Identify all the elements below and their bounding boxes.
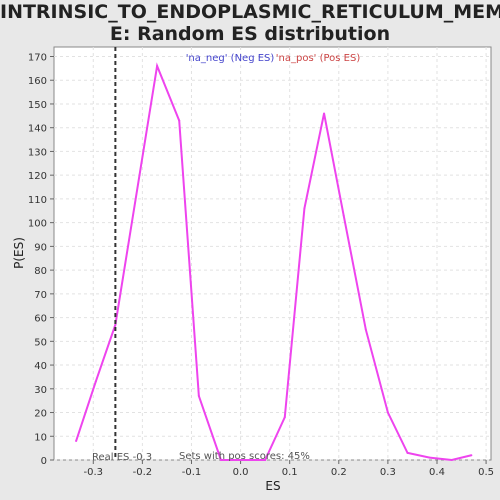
y-tick-label: 160	[28, 76, 47, 87]
data-point	[197, 394, 200, 397]
y-axis: 0 10 20 30 40 50 60 70 80 90 100 110 120 130 140 150 160…	[28, 52, 54, 467]
x-tick-label: 0.1	[282, 467, 298, 478]
data-point	[406, 451, 409, 454]
x-tick-label: -0.3	[84, 467, 104, 478]
series-layer	[75, 62, 473, 462]
x-axis: -0.3 -0.2 -0.1 0.0 0.1 0.2 0.3 0.4 0.5	[84, 460, 494, 478]
data-point	[364, 328, 367, 331]
y-tick-label: 90	[34, 242, 47, 253]
x-tick-label: 0.0	[233, 467, 249, 478]
y-tick-label: 100	[28, 219, 47, 230]
x-tick-label: 0.2	[331, 467, 347, 478]
data-point	[323, 112, 326, 115]
data-point	[219, 459, 222, 461]
x-tick-label: 0.3	[380, 467, 396, 478]
data-point	[75, 440, 78, 443]
y-tick-label: 80	[34, 266, 47, 277]
pos-scores-label: Sets with pos scores: 45%	[179, 451, 310, 462]
y-tick-label: 70	[34, 290, 47, 301]
x-tick-label: -0.1	[182, 467, 202, 478]
data-point	[94, 380, 97, 383]
data-point	[386, 411, 389, 414]
grid	[54, 47, 491, 461]
y-tick-label: 10	[34, 432, 47, 443]
y-tick-label: 130	[28, 147, 47, 158]
y-tick-label: 120	[28, 171, 47, 182]
data-point	[156, 64, 159, 67]
data-point	[239, 459, 242, 461]
chart-title: INTRINSIC_TO_ENDOPLASMIC_RETICULUM_MEMBR…	[0, 1, 500, 45]
y-axis-label: P(ES)	[12, 237, 26, 269]
data-point	[114, 323, 117, 326]
data-point	[428, 456, 431, 459]
y-tick-label: 170	[28, 52, 47, 63]
data-point	[342, 214, 345, 217]
x-tick-label: -0.2	[133, 467, 153, 478]
chart-title-line-2: E: Random ES distribution	[109, 23, 391, 45]
y-tick-label: 40	[34, 361, 47, 372]
y-tick-label: 110	[28, 195, 47, 206]
y-tick-label: 150	[28, 100, 47, 111]
legend-entry-pos: 'na_pos' (Pos ES)	[276, 53, 361, 64]
data-point	[303, 207, 306, 210]
y-tick-label: 50	[34, 337, 47, 348]
data-point	[450, 459, 453, 461]
chart-title-line-1: INTRINSIC_TO_ENDOPLASMIC_RETICULUM_MEMBR…	[0, 1, 500, 23]
data-point	[178, 119, 181, 122]
x-tick-label: 0.5	[478, 467, 494, 478]
data-point	[283, 416, 286, 419]
y-tick-label: 30	[34, 385, 47, 396]
real-es-label: Real ES -0.3	[92, 452, 152, 463]
plot-area	[53, 46, 492, 461]
data-point	[264, 459, 267, 461]
x-axis-label: ES	[265, 479, 280, 493]
legend-entry-neg: 'na_neg' (Neg ES)	[186, 53, 275, 64]
y-tick-label: 0	[41, 456, 47, 467]
x-tick-label: 0.4	[429, 467, 445, 478]
y-tick-label: 20	[34, 409, 47, 420]
data-point	[470, 454, 473, 457]
y-tick-label: 140	[28, 124, 47, 135]
y-tick-label: 60	[34, 314, 47, 325]
